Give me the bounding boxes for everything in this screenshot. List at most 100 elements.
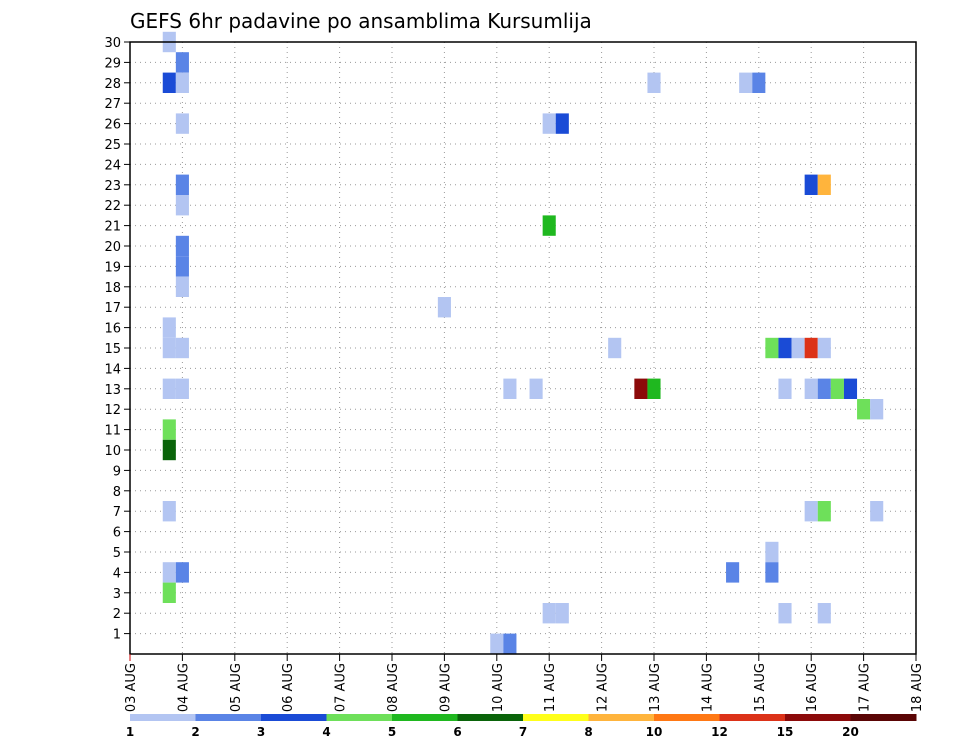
grid: [130, 42, 916, 654]
y-tick-label: 24: [104, 158, 121, 173]
heatmap-cell: [830, 378, 844, 399]
y-tick-label: 23: [104, 179, 121, 194]
colorbar-label: 3: [257, 725, 265, 739]
heatmap-cell: [542, 215, 556, 236]
y-tick-label: 1: [113, 628, 121, 643]
heatmap-cell: [503, 633, 517, 654]
x-tick-label: 12 AUG: [596, 663, 611, 712]
heatmap-cell: [870, 399, 884, 420]
x-tick-label: 03 AUG: [124, 663, 139, 712]
heatmap-cell: [804, 378, 818, 399]
x-tick-label: 08 AUG: [386, 663, 401, 712]
colorbar-label: 7: [519, 725, 527, 739]
x-tick-label: 13 AUG: [648, 663, 663, 712]
y-tick-label: 25: [104, 138, 121, 153]
colorbar-label: 6: [453, 725, 461, 739]
heatmap-cell: [175, 378, 189, 399]
y-tick-label: 29: [104, 56, 121, 71]
y-tick-label: 20: [104, 240, 121, 255]
heatmap-cell: [817, 174, 831, 195]
colorbar-label: 1: [126, 725, 134, 739]
heatmap-cell: [175, 113, 189, 134]
heatmap-cell: [175, 72, 189, 93]
colorbar-swatch: [785, 714, 851, 721]
colorbar: 1 2 3 4 5 6 7 8 10 12 15 20: [126, 714, 917, 739]
heatmap-cell: [490, 633, 504, 654]
heatmap-cell: [817, 603, 831, 624]
colorbar-swatch: [654, 714, 720, 721]
y-tick-label: 27: [104, 97, 121, 112]
y-tick-label: 8: [113, 485, 121, 500]
heatmap-cell: [608, 337, 622, 359]
colorbar-label: 5: [388, 725, 396, 739]
colorbar-label: 15: [777, 725, 794, 739]
heatmap-cell: [647, 72, 661, 93]
heatmap-cell: [175, 235, 189, 257]
y-tick-label: 26: [104, 118, 121, 133]
heatmap-cell: [162, 337, 176, 359]
x-tick-label: 15 AUG: [753, 663, 768, 712]
colorbar-label: 20: [842, 725, 859, 739]
y-tick-label: 15: [104, 342, 121, 357]
colorbar-swatch: [457, 714, 524, 721]
y-tick-label: 12: [104, 403, 121, 418]
heatmap-cell: [634, 378, 648, 399]
heatmap-cell: [437, 297, 451, 318]
x-tick-label: 06 AUG: [281, 663, 296, 712]
heatmap-cell: [162, 439, 176, 461]
y-tick-label: 22: [104, 199, 121, 214]
y-tick-label: 6: [113, 526, 121, 541]
y-tick-label: 2: [113, 607, 121, 622]
heatmap-cell: [778, 337, 792, 359]
heatmap-cell: [162, 562, 176, 583]
heatmap-cell: [175, 276, 189, 297]
heatmap-cell: [162, 419, 176, 440]
y-axis: 1234567891011121314151617181920212223242…: [104, 36, 130, 643]
colorbar-swatch: [130, 714, 196, 721]
colorbar-swatch: [523, 714, 589, 721]
heatmap-cell: [752, 72, 766, 93]
y-tick-label: 5: [113, 546, 121, 561]
y-tick-label: 30: [104, 36, 121, 51]
heatmap-cell: [857, 399, 871, 420]
y-tick-label: 11: [104, 424, 121, 439]
heatmap-cell: [870, 501, 884, 522]
heatmap-cell: [542, 113, 556, 134]
colorbar-swatch: [261, 714, 327, 721]
colorbar-swatch: [719, 714, 786, 721]
heatmap-cell: [726, 562, 740, 583]
heatmap-cell: [804, 174, 818, 195]
colorbar-label: 4: [322, 725, 330, 739]
colorbar-swatch: [326, 714, 393, 721]
colorbar-label: 8: [584, 725, 592, 739]
heatmap-cell: [555, 113, 569, 134]
heatmap-cell: [162, 378, 176, 399]
heatmap-cell: [162, 317, 176, 338]
x-tick-label: 11 AUG: [543, 663, 558, 712]
heatmap-cell: [817, 337, 831, 359]
heatmap-cell: [542, 603, 556, 624]
heatmap-cell: [162, 582, 176, 603]
y-tick-label: 3: [113, 587, 121, 602]
x-tick-label: 17 AUG: [858, 663, 873, 712]
y-tick-label: 19: [104, 260, 121, 275]
x-tick-label: 18 AUG: [910, 663, 925, 712]
heatmap-cell: [765, 541, 779, 563]
heatmap-cell: [162, 72, 176, 93]
heatmap-cell: [529, 378, 543, 399]
heatmap-cell: [175, 174, 189, 195]
colorbar-swatch: [588, 714, 655, 721]
x-tick-label: 16 AUG: [805, 663, 820, 712]
y-tick-label: 4: [113, 566, 121, 581]
y-tick-label: 17: [104, 301, 121, 316]
heatmap-cell: [804, 501, 818, 522]
x-tick-label: 14 AUG: [700, 663, 715, 712]
heatmap-cell: [647, 378, 661, 399]
data-cells: [162, 31, 884, 654]
x-axis: 03 AUG 04 AUG 05 AUG 06 AUG 07 AUG 08 AUG 09 A…: [124, 654, 925, 712]
x-tick-label: 10 AUG: [491, 663, 506, 712]
colorbar-swatch: [392, 714, 458, 721]
y-tick-label: 14: [104, 362, 121, 377]
